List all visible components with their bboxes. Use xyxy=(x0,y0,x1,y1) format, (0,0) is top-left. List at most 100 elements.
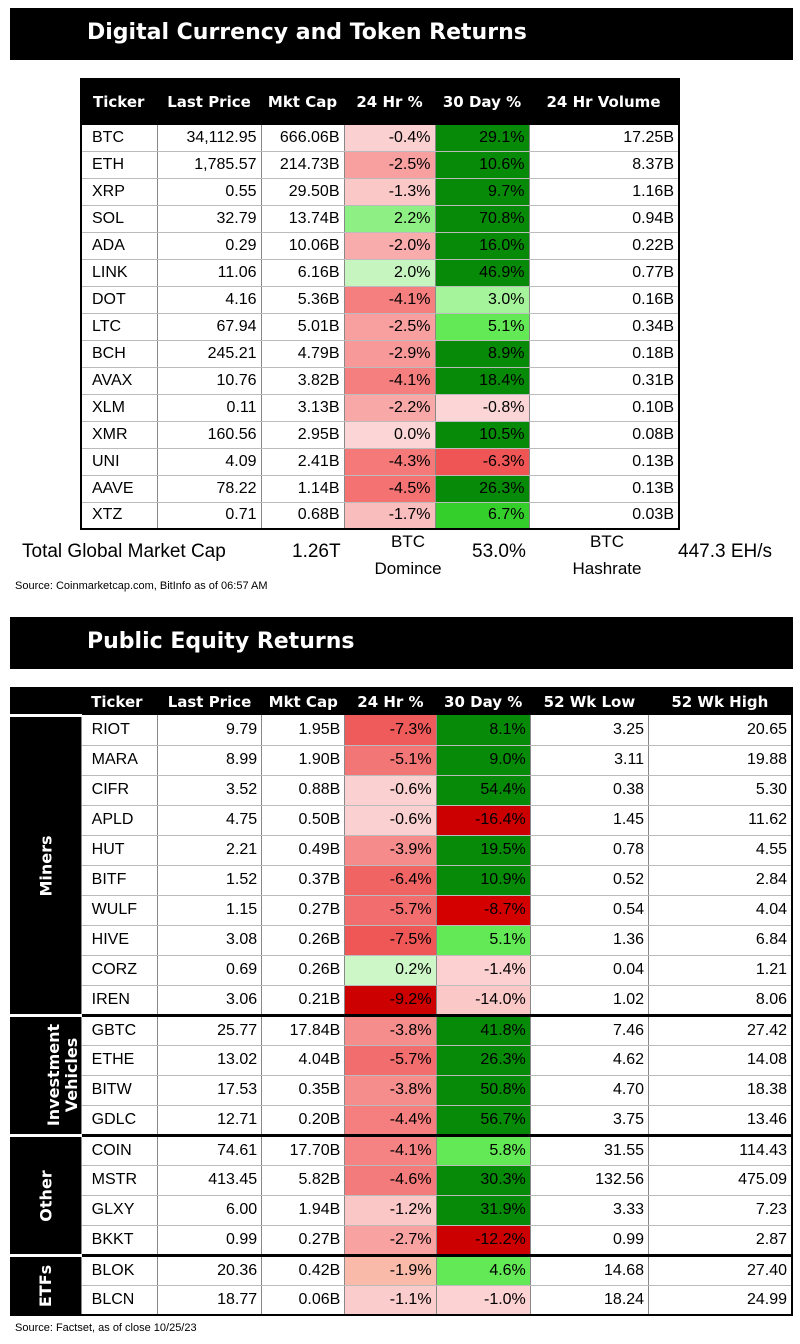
low-52wk-cell: 0.54 xyxy=(530,895,650,926)
change-24hr-cell: -1.3% xyxy=(344,178,436,206)
low-52wk-cell: 3.11 xyxy=(530,745,650,776)
ticker-cell: ADA xyxy=(81,232,158,260)
high-52wk-cell: 4.55 xyxy=(648,835,793,866)
equity-row: HIVE 3.08 0.26B -7.5% 5.1% 1.36 6.84 xyxy=(11,925,793,956)
group-label-other: Other xyxy=(11,1133,82,1256)
change-30day-cell: 50.8% xyxy=(436,1075,531,1106)
crypto-row: DOT 4.16 5.36B -4.1% 3.0% 0.16B xyxy=(81,286,680,314)
change-30day-cell: 18.4% xyxy=(435,367,530,395)
group-label-line1: Investment xyxy=(44,1023,64,1127)
low-52wk-cell: 7.46 xyxy=(530,1013,650,1046)
mkt-cap-cell: 0.88B xyxy=(261,775,346,806)
change-30day-cell: 4.6% xyxy=(436,1253,531,1286)
low-52wk-cell: 14.68 xyxy=(530,1253,650,1286)
ticker-cell: IREN xyxy=(81,985,158,1016)
mkt-cap-cell: 0.37B xyxy=(261,865,346,896)
equity-row: WULF 1.15 0.27B -5.7% -8.7% 0.54 4.04 xyxy=(11,895,793,926)
equity-row: ETHE 13.02 4.04B -5.7% 26.3% 4.62 14.08 xyxy=(11,1045,793,1076)
ticker-cell: XMR xyxy=(81,421,158,449)
change-24hr-cell: -7.3% xyxy=(344,715,437,746)
change-30day-cell: -1.4% xyxy=(436,955,531,986)
crypto-row: BCH 245.21 4.79B -2.9% 8.9% 0.18B xyxy=(81,340,680,368)
col-header-52wk-low: 52 Wk Low xyxy=(530,688,649,715)
change-24hr-cell: -5.1% xyxy=(344,745,437,776)
last-price-cell: 1.52 xyxy=(157,865,263,896)
last-price-cell: 160.56 xyxy=(157,421,262,449)
crypto-row: BTC 34,112.95 666.06B -0.4% 29.1% 17.25B xyxy=(81,123,680,152)
high-52wk-cell: 11.62 xyxy=(648,805,793,836)
low-52wk-cell: 0.78 xyxy=(530,835,650,866)
last-price-cell: 13.02 xyxy=(157,1045,263,1076)
last-price-cell: 20.36 xyxy=(157,1253,263,1286)
mkt-cap-cell: 17.70B xyxy=(261,1133,346,1166)
last-price-cell: 12.71 xyxy=(157,1105,263,1136)
ticker-cell: BITF xyxy=(81,865,158,896)
low-52wk-cell: 1.02 xyxy=(530,985,650,1016)
volume-24hr-cell: 1.16B xyxy=(529,178,680,206)
low-52wk-cell: 0.38 xyxy=(530,775,650,806)
mkt-cap-cell: 4.79B xyxy=(261,340,345,368)
group-label-line1: Other xyxy=(36,1169,56,1222)
volume-24hr-cell: 0.08B xyxy=(529,421,680,449)
col-header-group xyxy=(11,688,82,715)
change-24hr-cell: -3.8% xyxy=(344,1075,437,1106)
crypto-row: ETH 1,785.57 214.73B -2.5% 10.6% 8.37B xyxy=(81,151,680,179)
mkt-cap-cell: 13.74B xyxy=(261,205,345,233)
change-30day-cell: -14.0% xyxy=(436,985,531,1016)
high-52wk-cell: 27.40 xyxy=(648,1253,793,1286)
crypto-row: UNI 4.09 2.41B -4.3% -6.3% 0.13B xyxy=(81,448,680,476)
volume-24hr-cell: 0.13B xyxy=(529,475,680,503)
mkt-cap-cell: 0.20B xyxy=(261,1105,346,1136)
low-52wk-cell: 4.62 xyxy=(530,1045,650,1076)
change-24hr-cell: -3.9% xyxy=(344,835,437,866)
btc-dominance-label: BTC Domince xyxy=(362,528,454,582)
low-52wk-cell: 0.52 xyxy=(530,865,650,896)
volume-24hr-cell: 0.18B xyxy=(529,340,680,368)
ticker-cell: UNI xyxy=(81,448,158,476)
high-52wk-cell: 24.99 xyxy=(648,1285,793,1316)
group-label-text: Other xyxy=(36,1169,56,1222)
high-52wk-cell: 8.06 xyxy=(648,985,793,1016)
btc-hashrate-label-line2: Hashrate xyxy=(572,559,642,578)
low-52wk-cell: 0.04 xyxy=(530,955,650,986)
high-52wk-cell: 18.38 xyxy=(648,1075,793,1106)
change-30day-cell: 6.7% xyxy=(435,502,530,530)
low-52wk-cell: 4.70 xyxy=(530,1075,650,1106)
ticker-cell: RIOT xyxy=(81,715,158,746)
change-24hr-cell: -0.4% xyxy=(344,123,436,152)
mkt-cap-cell: 5.36B xyxy=(261,286,345,314)
mkt-cap-cell: 1.94B xyxy=(261,1195,346,1226)
volume-24hr-cell: 0.03B xyxy=(529,502,680,530)
ticker-cell: BITW xyxy=(81,1075,158,1106)
low-52wk-cell: 132.56 xyxy=(530,1165,650,1196)
ticker-cell: APLD xyxy=(81,805,158,836)
last-price-cell: 8.99 xyxy=(157,745,263,776)
ticker-cell: ETH xyxy=(81,151,158,179)
ticker-cell: BLOK xyxy=(81,1253,158,1286)
last-price-cell: 4.16 xyxy=(157,286,262,314)
ticker-cell: LINK xyxy=(81,259,158,287)
crypto-section-title: Digital Currency and Token Returns xyxy=(87,20,527,45)
mkt-cap-cell: 0.21B xyxy=(261,985,346,1016)
mkt-cap-cell: 0.06B xyxy=(261,1285,346,1316)
equity-row: MARA 8.99 1.90B -5.1% 9.0% 3.11 19.88 xyxy=(11,745,793,776)
ticker-cell: HIVE xyxy=(81,925,158,956)
mkt-cap-cell: 2.95B xyxy=(261,421,345,449)
ticker-cell: AVAX xyxy=(81,367,158,395)
crypto-header-row: Ticker Last Price Mkt Cap 24 Hr % 30 Day… xyxy=(81,79,679,124)
ticker-cell: GLXY xyxy=(81,1195,158,1226)
ticker-cell: BLCN xyxy=(81,1285,158,1316)
change-30day-cell: 46.9% xyxy=(435,259,530,287)
last-price-cell: 3.06 xyxy=(157,985,263,1016)
equity-row: BITF 1.52 0.37B -6.4% 10.9% 0.52 2.84 xyxy=(11,865,793,896)
high-52wk-cell: 14.08 xyxy=(648,1045,793,1076)
last-price-cell: 9.79 xyxy=(157,715,263,746)
equity-row: CORZ 0.69 0.26B 0.2% -1.4% 0.04 1.21 xyxy=(11,955,793,986)
group-label-line1: Miners xyxy=(36,834,56,897)
crypto-returns-table: Ticker Last Price Mkt Cap 24 Hr % 30 Day… xyxy=(80,78,680,530)
mkt-cap-cell: 0.50B xyxy=(261,805,346,836)
mkt-cap-cell: 1.95B xyxy=(261,715,346,746)
low-52wk-cell: 1.45 xyxy=(530,805,650,836)
change-30day-cell: -16.4% xyxy=(436,805,531,836)
btc-dominance-label-line1: BTC xyxy=(391,532,425,551)
